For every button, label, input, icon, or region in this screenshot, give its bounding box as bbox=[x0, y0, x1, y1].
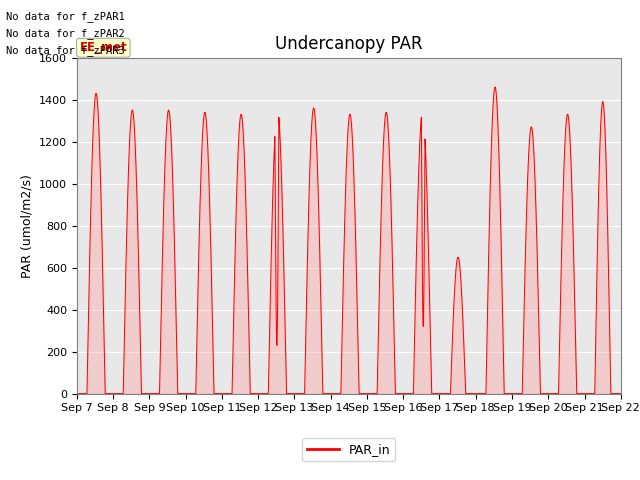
Legend: PAR_in: PAR_in bbox=[302, 438, 396, 461]
Text: No data for f_zPAR2: No data for f_zPAR2 bbox=[6, 28, 125, 39]
Text: EE_met: EE_met bbox=[79, 41, 127, 54]
Y-axis label: PAR (umol/m2/s): PAR (umol/m2/s) bbox=[20, 174, 33, 277]
Title: Undercanopy PAR: Undercanopy PAR bbox=[275, 35, 422, 53]
Text: No data for f_zPAR1: No data for f_zPAR1 bbox=[6, 11, 125, 22]
Text: No data for f_zPAR3: No data for f_zPAR3 bbox=[6, 45, 125, 56]
